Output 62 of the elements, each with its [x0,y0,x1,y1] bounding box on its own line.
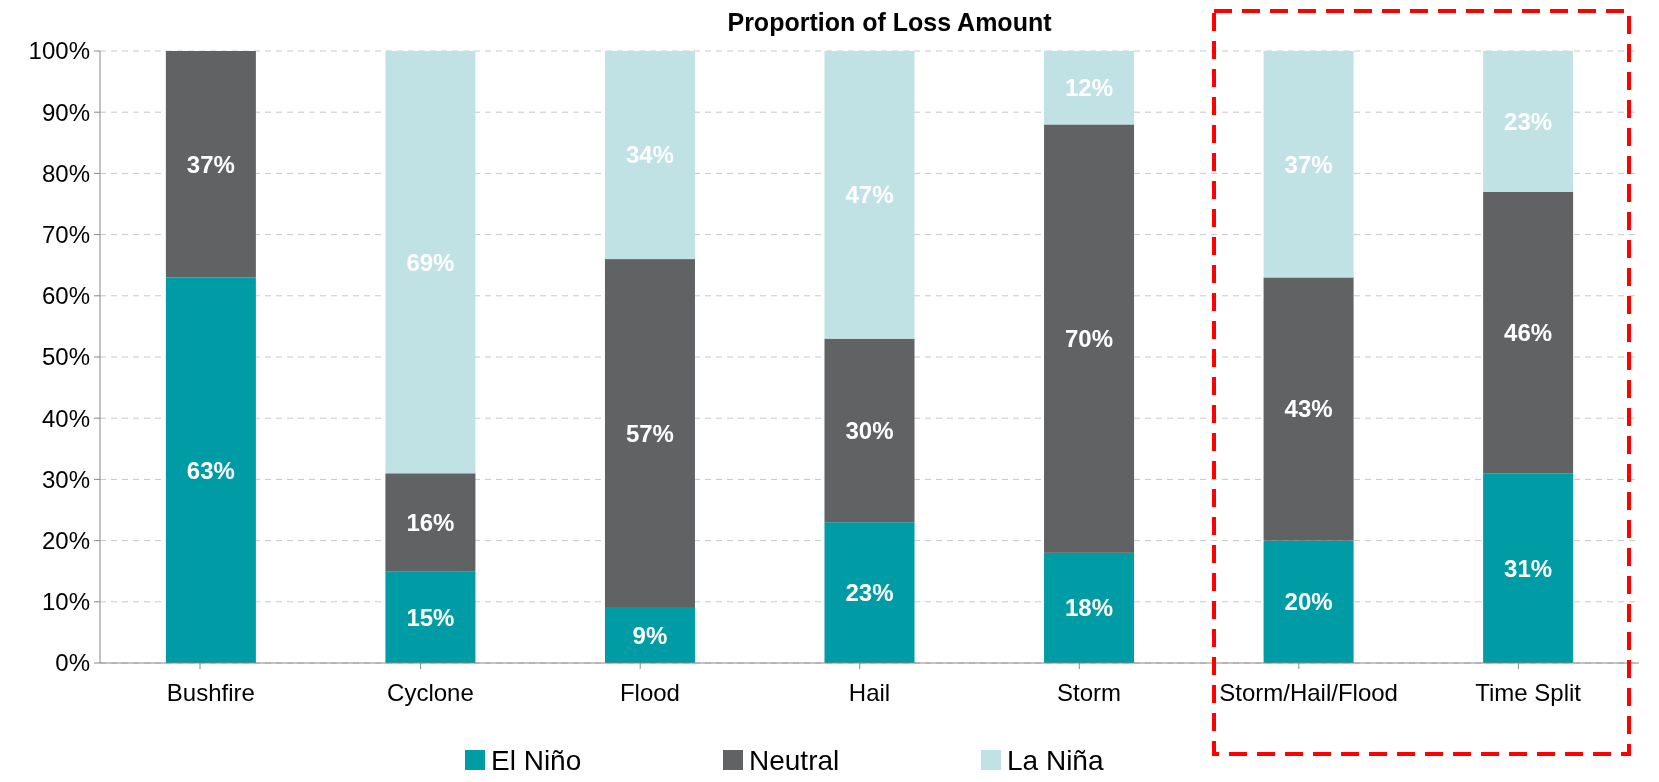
legend-label: La Niña [1007,744,1104,776]
bar [1044,51,1135,125]
bar [824,522,915,663]
bar [604,259,695,608]
bar [1483,191,1574,474]
data-label: 16% [406,508,455,536]
data-label: 9% [632,621,668,649]
x-tick-label: Time Split [1475,679,1582,706]
data-label: 31% [1504,554,1553,582]
bar [1483,473,1574,663]
bar [1263,540,1354,663]
data-label: 43% [1284,395,1333,423]
bar [1263,277,1354,541]
bar [1483,51,1574,192]
y-tick-label: 0% [55,649,90,677]
data-label: 57% [625,419,674,447]
x-tick-label: Bushfire [166,679,255,706]
x-tick-label: Cyclone [387,679,474,706]
x-tick-label: Flood [619,679,680,706]
bar [165,51,256,278]
data-label: 69% [406,248,455,276]
y-tick-label: 20% [41,527,90,554]
legend-label: El Niño [491,744,582,776]
data-label: 15% [406,603,455,631]
bar [824,338,915,523]
y-tick-label: 90% [41,98,90,126]
bar [1044,124,1135,553]
data-label: 30% [845,416,894,444]
x-tick-label: Storm [1057,679,1122,706]
data-label: 23% [845,579,894,607]
data-label: 37% [186,150,235,178]
x-tick-label: Storm/Hail/Flood [1219,679,1398,706]
y-tick-label: 50% [41,343,90,371]
bar [824,51,915,339]
data-label: 46% [1504,318,1553,346]
data-label: 20% [1284,588,1333,616]
y-tick-label: 70% [41,221,90,248]
bar [1044,552,1135,663]
bar [165,277,256,663]
y-tick-label: 100% [28,37,90,65]
chart-title: Proportion of Loss Amount [727,7,1053,36]
data-label: 63% [186,456,235,484]
data-label: 37% [1284,150,1333,178]
y-tick-label: 30% [41,465,90,493]
data-label: 34% [625,141,674,169]
data-label: 70% [1065,325,1114,353]
y-tick-label: 80% [41,159,90,187]
y-tick-label: 10% [41,588,90,616]
data-label: 18% [1065,594,1114,622]
bar [385,51,476,474]
bar [385,571,476,663]
bar [604,607,695,663]
bar [385,473,476,572]
data-label: 47% [845,181,894,209]
x-tick-label: Hail [848,679,891,706]
bar [604,51,695,260]
data-label: 12% [1065,74,1114,102]
legend-label: Neutral [749,744,840,776]
bar [1263,51,1354,278]
y-tick-label: 40% [41,404,90,432]
data-label: 23% [1504,107,1553,135]
y-tick-label: 60% [41,282,90,310]
